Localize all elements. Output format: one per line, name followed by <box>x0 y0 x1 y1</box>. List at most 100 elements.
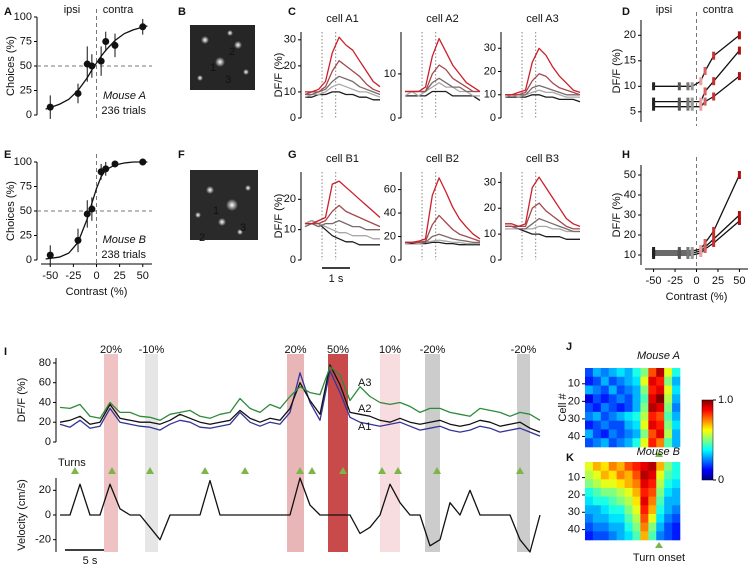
event-band <box>287 354 304 552</box>
y-tick-label: 0 <box>390 112 396 124</box>
x-tick-label: 25 <box>114 270 126 282</box>
heatmap-cell <box>648 376 657 386</box>
heatmap-cell <box>648 429 657 439</box>
heatmap-cell <box>664 403 673 413</box>
annotation: 238 trials <box>101 249 146 261</box>
series-line <box>305 204 381 228</box>
heatmap-cell <box>648 403 657 413</box>
heatmap-cell <box>664 522 673 532</box>
heatmap-cell <box>632 505 641 515</box>
heatmap-cell <box>656 522 665 532</box>
colorbar-tick-label: 1.0 <box>718 394 733 406</box>
heatmap-cell <box>624 411 633 421</box>
heatmap-cell <box>664 394 673 404</box>
y-axis-label: Choices (%) <box>5 181 17 241</box>
heatmap-cell <box>616 462 625 471</box>
heatmap-cell <box>632 376 641 386</box>
heatmap-cell <box>600 522 610 532</box>
heatmap-cell <box>632 420 641 430</box>
heatmap-cell <box>585 411 594 421</box>
data-point <box>652 102 656 111</box>
annotation: 5 s <box>83 555 98 567</box>
heatmap-cell <box>648 438 657 448</box>
heatmap-cell <box>632 514 641 523</box>
heatmap-cell <box>592 403 602 413</box>
heatmap-cell <box>664 376 673 386</box>
heatmap-cell <box>656 531 665 541</box>
heatmap-cell <box>608 496 617 506</box>
heatmap-cell <box>648 420 657 430</box>
data-point <box>737 72 741 81</box>
heatmap-cell <box>592 479 602 489</box>
data-point <box>139 158 147 166</box>
annotation: Mouse A <box>637 350 680 362</box>
heatmap-cell <box>616 420 625 430</box>
heatmap-cell <box>648 479 657 489</box>
y-tick-label: 30 <box>624 209 636 221</box>
heatmap-cell <box>672 514 681 523</box>
panel-label: C <box>288 6 296 18</box>
heatmap-cell <box>585 488 594 497</box>
heatmap-cell <box>648 514 657 523</box>
heatmap-cell <box>616 368 625 378</box>
y-tick-label: 20 <box>484 65 496 77</box>
heatmap-cell <box>640 505 649 515</box>
heatmap-cell <box>624 488 633 497</box>
event-label: 10% <box>379 344 401 356</box>
heatmap-cell <box>672 385 681 395</box>
heatmap-cell <box>592 376 602 386</box>
heatmap-cell <box>585 420 594 430</box>
event-label: -20% <box>420 344 446 356</box>
heatmap-cell <box>592 470 602 480</box>
heatmap-cell <box>624 368 633 378</box>
heatmap-cell <box>608 411 617 421</box>
subplot-title: cell A1 <box>326 13 358 25</box>
data-point <box>686 97 690 106</box>
heatmap-cell <box>616 438 625 448</box>
panel-label: H <box>622 149 630 161</box>
heatmap-cell <box>656 496 665 506</box>
image-b <box>190 25 255 90</box>
y-tick-label: 25 <box>20 84 32 96</box>
event-band <box>104 354 118 552</box>
heatmap-cell <box>624 420 633 430</box>
data-point <box>677 251 681 259</box>
heatmap-cell <box>648 496 657 506</box>
event-label: -20% <box>511 344 537 356</box>
data-point <box>712 92 716 101</box>
roi-label: 2 <box>229 46 235 58</box>
heatmap-cell <box>616 496 625 506</box>
y-tick-label: 0 <box>490 112 496 124</box>
heatmap-cell <box>600 438 610 448</box>
y-tick-label: 50 <box>20 60 32 72</box>
heatmap-cell <box>585 462 594 471</box>
heatmap-cell <box>592 514 602 523</box>
heatmap-cell <box>640 479 649 489</box>
data-point <box>737 46 741 55</box>
heatmap-cell <box>600 429 610 439</box>
y-tick-label: 20 <box>484 202 496 214</box>
heatmap-cell <box>664 462 673 471</box>
y-tick-label: 20 <box>624 229 636 241</box>
heatmap-cell <box>600 411 610 421</box>
heatmap-cell <box>672 462 681 471</box>
heatmap-cell <box>656 376 665 386</box>
annotation: 1 s <box>329 273 344 285</box>
series-line <box>505 73 581 96</box>
heatmap-cell <box>600 385 610 395</box>
heatmap-cell <box>640 385 649 395</box>
heatmap-cell <box>632 394 641 404</box>
y-tick-label: 10 <box>284 86 296 98</box>
turn-marker <box>394 467 402 474</box>
heatmap-cell <box>608 488 617 497</box>
series-line <box>59 370 541 437</box>
heatmap-cell <box>624 505 633 515</box>
turn-marker <box>433 467 441 474</box>
heatmap-cell <box>592 368 602 378</box>
data-point <box>686 251 690 259</box>
heatmap-cell <box>585 368 594 378</box>
y-tick-label: 10 <box>284 224 296 236</box>
heatmap-cell <box>656 411 665 421</box>
y-tick-label: 0 <box>26 254 32 266</box>
y-axis-label: DF/F (%) <box>273 53 285 98</box>
